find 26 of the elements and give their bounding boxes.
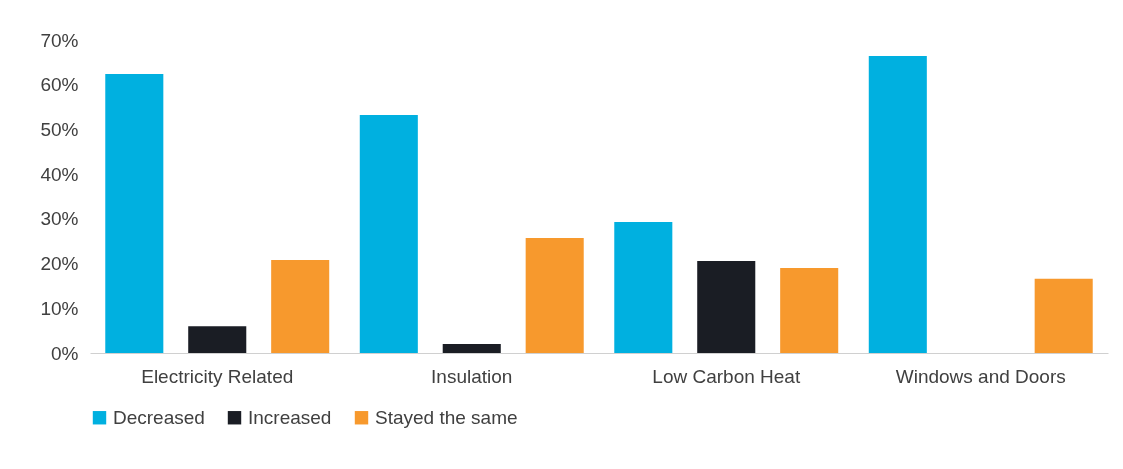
- bar: [271, 259, 330, 353]
- y-tick-label: 50%: [40, 118, 79, 140]
- bar: [359, 115, 418, 353]
- bar: [614, 221, 673, 353]
- y-tick-label: 40%: [40, 163, 79, 185]
- y-tick-label: 10%: [40, 297, 79, 319]
- y-tick-label: 30%: [40, 208, 79, 230]
- bar: [780, 268, 839, 353]
- bar: [1034, 278, 1093, 353]
- x-tick-label: Low Carbon Heat: [652, 365, 801, 387]
- bar: [525, 238, 584, 353]
- y-tick-label: 70%: [40, 29, 79, 51]
- x-tick-label: Insulation: [431, 365, 513, 387]
- x-tick-label: Electricity Related: [141, 365, 294, 387]
- bar: [868, 56, 927, 353]
- legend-label: Increased: [248, 406, 332, 428]
- bar: [697, 260, 756, 353]
- x-tick-label: Windows and Doors: [895, 365, 1066, 387]
- legend-label: Stayed the same: [375, 406, 518, 428]
- y-tick-label: 20%: [40, 253, 79, 275]
- y-tick-label: 60%: [40, 74, 79, 96]
- y-tick-label: 0%: [51, 342, 79, 364]
- bar: [188, 326, 247, 353]
- legend-label: Decreased: [113, 406, 205, 428]
- bar: [105, 73, 164, 353]
- bar: [442, 344, 501, 353]
